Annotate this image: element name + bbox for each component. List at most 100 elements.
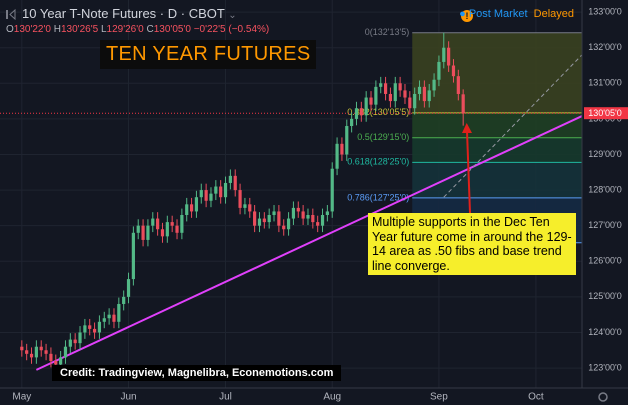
price-axis — [582, 0, 628, 405]
candle-body — [432, 79, 436, 91]
candle-body — [92, 328, 97, 333]
candle-body — [296, 207, 300, 212]
candle-body — [422, 86, 426, 102]
candle-body — [248, 204, 252, 212]
ohlc-key: O — [6, 24, 14, 35]
candle-body — [126, 279, 131, 297]
candle-body — [345, 126, 349, 155]
candle-body — [194, 197, 199, 212]
candle-body — [88, 325, 92, 329]
candle-body — [330, 168, 334, 212]
collapse-icon[interactable] — [6, 10, 8, 19]
candle-body — [49, 353, 53, 361]
candle-body — [122, 296, 126, 304]
candle-body — [417, 86, 422, 94]
status-dot: ● — [459, 8, 469, 20]
candle-body — [379, 83, 383, 87]
fib-label: 0.382(130'05'5) — [347, 107, 409, 117]
candle-body — [112, 314, 116, 322]
fib-label: 0(132'13'5) — [365, 27, 409, 37]
fib-label: 0.618(128'25'0) — [347, 157, 409, 167]
candle-body — [286, 218, 291, 230]
candle-body — [456, 76, 460, 94]
dropdown-caret[interactable]: ⌄ — [228, 10, 237, 21]
candle-body — [136, 225, 140, 233]
candle-body — [374, 86, 378, 105]
fib-label: 0.5(129'15'0) — [357, 132, 409, 142]
ohlc-value: 130'26'5 — [60, 24, 99, 35]
candles — [20, 32, 465, 371]
candle-body — [413, 93, 417, 109]
candle-body — [354, 108, 359, 119]
candle-body — [214, 186, 218, 194]
collapse-arrow — [9, 8, 16, 21]
projection-line — [443, 54, 583, 198]
y-tick-label: 131'00'0 — [588, 78, 621, 88]
candle-body — [170, 222, 174, 226]
feed: Delayed — [533, 8, 574, 20]
candle-body — [59, 357, 63, 365]
candle-body — [34, 346, 38, 358]
candle-body — [29, 353, 34, 358]
candle-body — [335, 143, 339, 169]
candle-body — [54, 360, 58, 365]
warning-icon[interactable] — [461, 10, 473, 22]
candle-body — [189, 204, 194, 212]
candle-body — [257, 218, 262, 226]
candle-body — [291, 207, 296, 219]
candle-body — [146, 225, 150, 240]
candle-body — [282, 225, 286, 230]
ohlc-value: 130'22'0 — [13, 24, 51, 35]
candle-body — [63, 346, 68, 358]
candle-body — [243, 204, 247, 208]
interval: D — [167, 6, 178, 21]
candle-body — [20, 346, 24, 351]
exchange: CBOT — [188, 6, 225, 21]
candle-body — [117, 303, 121, 322]
fib-zone — [412, 112, 582, 138]
fib-zone — [412, 162, 582, 198]
candle-body — [369, 97, 373, 105]
candle-body — [131, 232, 135, 280]
candle-body — [383, 83, 388, 94]
candle-body — [102, 318, 106, 322]
annotation: Multiple supports in the Dec Ten Year fu… — [368, 213, 576, 275]
candle-body — [427, 90, 431, 102]
axes: 123'00'0 124'00'0 125'00'0 126'00'0 127'00'0… — [12, 6, 628, 403]
candle-body — [25, 350, 29, 354]
fib-zone — [412, 32, 582, 113]
candle-body — [301, 211, 305, 219]
settings-icon[interactable] — [598, 392, 608, 402]
arrow-head — [462, 123, 472, 133]
x-tick-label: May — [12, 392, 31, 403]
candle-body — [442, 47, 446, 62]
warning-mark: ! — [466, 11, 469, 21]
candle-body — [447, 47, 451, 66]
candle-body — [180, 215, 184, 233]
chart-title: TEN YEAR FUTURES — [100, 40, 317, 69]
candle-body — [78, 332, 82, 344]
candle-body — [461, 94, 465, 114]
candle-body — [73, 339, 77, 344]
candle-body — [262, 218, 266, 223]
arrow-shaft — [466, 130, 471, 214]
candle-body — [199, 190, 203, 198]
candle-body — [267, 215, 271, 223]
candle-body — [316, 222, 320, 226]
candle-body — [97, 321, 102, 333]
y-tick-label: 132'00'0 — [588, 42, 621, 52]
candle-body — [204, 190, 208, 201]
candle-body — [44, 350, 48, 354]
candle-body — [311, 215, 315, 223]
y-tick-label: 125'00'0 — [588, 291, 621, 301]
candle-body — [253, 211, 257, 226]
symbol-name: 10 Year T-Note Futures — [22, 6, 157, 21]
candle-body — [160, 229, 165, 237]
y-tick-label: 123'00'0 — [588, 362, 621, 372]
candle-body — [156, 218, 160, 230]
ohlc-key: L — [100, 24, 107, 35]
candle-body — [175, 225, 179, 233]
credit: Credit: Tradingview, Magnelibra, Econemo… — [52, 365, 342, 381]
candle-body — [277, 211, 281, 226]
fib-label: 0.786(127'25'0) — [347, 192, 409, 202]
